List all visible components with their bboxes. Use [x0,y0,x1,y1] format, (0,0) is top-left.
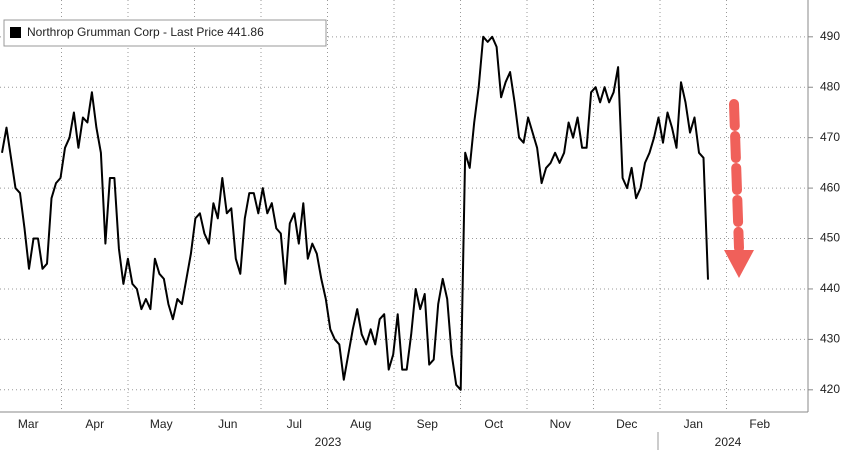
x-tick-label: Feb [749,417,770,431]
y-tick-label: 440 [820,281,840,295]
year-label: 2024 [715,435,742,449]
x-tick-label: May [150,417,173,431]
x-tick-label: Oct [484,417,503,431]
x-tick-label: Jul [287,417,302,431]
arrow-head [724,250,754,278]
legend-box [3,19,327,47]
x-tick-label: Mar [18,417,39,431]
y-tick-label: 480 [820,79,840,93]
x-tick-label: Aug [350,417,371,431]
y-tick-label: 420 [820,382,840,396]
legend-swatch [10,27,21,38]
legend-label: Northrop Grumman Corp - Last Price 441.8… [27,25,264,39]
x-tick-label: Apr [85,417,104,431]
x-tick-label: Dec [616,417,637,431]
y-tick-label: 490 [820,29,840,43]
y-tick-label: 460 [820,180,840,194]
x-tick-label: Jun [218,417,237,431]
x-tick-label: Sep [417,417,439,431]
y-tick-label: 450 [820,231,840,245]
x-tick-label: Jan [684,417,703,431]
plot-area [0,0,808,412]
annotation-arrow [724,99,754,278]
x-tick-label: Nov [550,417,571,431]
year-label: 2023 [315,435,342,449]
y-tick-label: 430 [820,332,840,346]
price-line [1,35,709,391]
y-tick-label: 470 [820,130,840,144]
arrow-shaft [729,99,744,253]
